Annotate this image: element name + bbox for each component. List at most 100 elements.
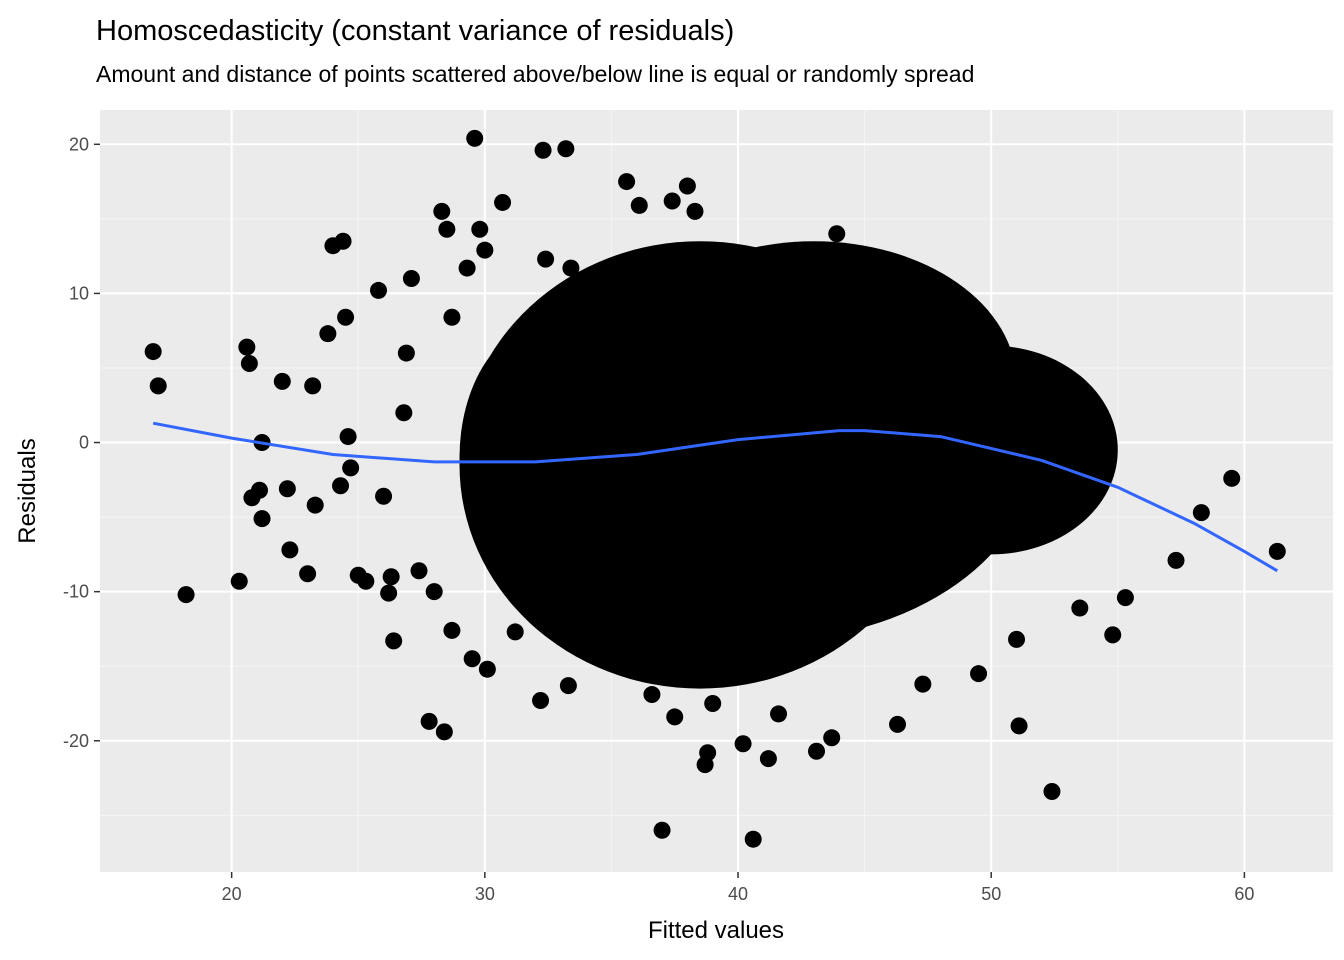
scatter-point — [420, 712, 438, 730]
scatter-point — [699, 744, 717, 762]
scatter-point — [476, 241, 494, 259]
scatter-point — [1104, 626, 1122, 644]
scatter-point — [319, 325, 337, 343]
x-tick-label: 50 — [981, 884, 1001, 904]
scatter-point — [744, 830, 762, 848]
scatter-point — [397, 344, 415, 362]
scatter-point — [410, 562, 428, 580]
scatter-point — [339, 428, 357, 446]
scatter-point — [618, 173, 636, 191]
scatter-point — [306, 496, 324, 514]
scatter-point — [704, 694, 722, 712]
scatter-point — [808, 742, 826, 760]
scatter-point — [281, 541, 299, 559]
scatter-point — [770, 705, 788, 723]
scatter-points — [144, 129, 1286, 848]
scatter-point — [382, 568, 400, 586]
scatter-point — [466, 129, 484, 147]
scatter-point — [678, 177, 696, 195]
scatter-point — [304, 377, 322, 395]
scatter-point — [1008, 630, 1026, 648]
scatter-point — [463, 650, 481, 668]
scatter-point — [370, 281, 388, 299]
scatter-point — [299, 565, 317, 583]
scatter-point — [1167, 551, 1185, 569]
scatter-point — [458, 259, 476, 277]
smooth-line — [152, 421, 1279, 573]
scatter-point — [438, 220, 456, 238]
scatter-point — [278, 480, 296, 498]
x-tick-label: 30 — [475, 884, 495, 904]
scatter-point — [985, 328, 1003, 346]
scatter-point — [1192, 504, 1210, 522]
scatter-point — [557, 140, 575, 158]
scatter-point — [823, 729, 841, 747]
dense-cloud-left — [459, 323, 637, 592]
scatter-point — [686, 202, 704, 220]
scatter-point — [1116, 589, 1134, 607]
y-tick-label: -20 — [63, 731, 89, 751]
scatter-point — [534, 141, 552, 159]
scatter-point — [889, 715, 907, 733]
scatter-point — [506, 623, 524, 641]
scatter-point — [385, 632, 403, 650]
x-tick-label: 40 — [728, 884, 748, 904]
chart-subtitle: Amount and distance of points scattered … — [96, 61, 974, 87]
y-tick-label: 0 — [79, 433, 89, 453]
scatter-point — [240, 355, 258, 373]
chart-title: Homoscedasticity (constant variance of r… — [96, 15, 734, 47]
scatter-point — [663, 192, 681, 210]
scatter-point — [544, 592, 562, 610]
scatter-point — [443, 308, 461, 326]
scatter-point — [828, 225, 846, 243]
scatter-point — [630, 196, 648, 214]
y-tick-label: 20 — [69, 134, 89, 154]
scatter-point — [1071, 599, 1089, 617]
scatter-point — [144, 343, 162, 361]
scatter-point — [402, 270, 420, 288]
scatter-point — [1010, 717, 1028, 735]
scatter-point — [177, 586, 195, 604]
scatter-point — [334, 232, 352, 250]
scatter-point — [734, 735, 752, 753]
scatter-point — [914, 675, 932, 693]
scatter-point — [273, 372, 291, 390]
x-axis-title: Fitted values — [648, 917, 784, 944]
scatter-point — [425, 583, 443, 601]
x-tick-label: 60 — [1234, 884, 1254, 904]
scatter-point — [471, 220, 489, 238]
scatter-point — [562, 259, 580, 277]
scatter-point — [970, 665, 988, 683]
scatter-point — [435, 723, 453, 741]
scatter-point — [395, 404, 413, 422]
scatter-point — [532, 692, 550, 710]
x-axis-ticks: 20 30 40 50 60 — [222, 872, 1254, 904]
scatter-point — [1223, 469, 1241, 487]
y-tick-label: 10 — [69, 283, 89, 303]
scatter-point — [537, 250, 555, 268]
scatter-point — [375, 487, 393, 505]
scatter-point — [230, 572, 248, 590]
scatter-point — [357, 572, 375, 590]
scatter-point — [759, 750, 777, 768]
scatter-point — [433, 202, 451, 220]
scatter-point — [666, 708, 684, 726]
scatter-point — [494, 193, 512, 211]
scatter-point — [238, 338, 256, 356]
scatter-point — [253, 510, 271, 528]
x-tick-label: 20 — [222, 884, 242, 904]
scatter-point — [337, 308, 355, 326]
dense-point-cloud — [459, 241, 1118, 689]
y-axis-ticks: -20 -10 0 10 20 — [63, 134, 100, 751]
scatter-point — [380, 584, 398, 602]
y-tick-label: -10 — [63, 582, 89, 602]
scatter-point — [653, 821, 671, 839]
scatter-point — [342, 459, 360, 477]
scatter-point — [332, 477, 350, 495]
scatter-point — [559, 677, 577, 695]
scatter-point — [149, 377, 167, 395]
y-axis-title: Residuals — [14, 438, 41, 543]
scatter-point — [443, 621, 461, 639]
scatter-point — [1268, 542, 1286, 560]
